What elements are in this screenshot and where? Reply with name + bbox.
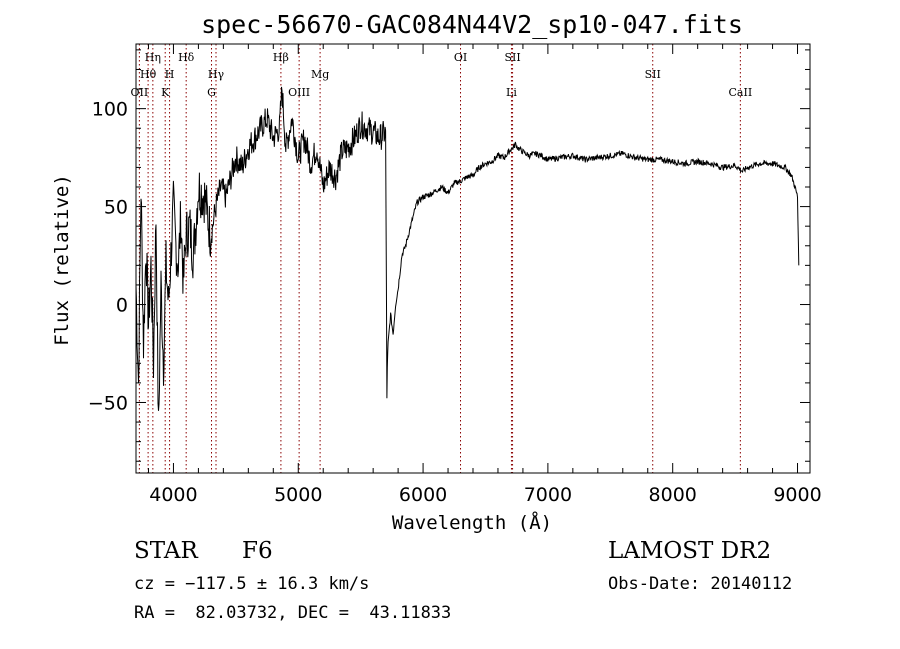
- x-tick-label: 7000: [524, 484, 572, 506]
- x-tick-label: 5000: [274, 484, 322, 506]
- x-tick-label: 9000: [773, 484, 821, 506]
- y-tick-label: −50: [88, 392, 128, 414]
- line-label: G: [207, 86, 216, 99]
- line-label: K: [161, 86, 170, 99]
- axis-ticks: 4000 5000 6000 7000 8000 9000 −50 0 50 100: [88, 44, 822, 506]
- line-label: Hθ: [140, 68, 157, 81]
- line-label: SII: [504, 51, 520, 64]
- y-tick-label: 50: [104, 197, 128, 219]
- object-class: STAR: [134, 538, 198, 564]
- observation-date: Obs-Date: 20140112: [608, 574, 793, 594]
- y-tick-label: 0: [116, 295, 128, 317]
- line-label: Hγ: [208, 68, 225, 81]
- line-label: OII: [131, 86, 149, 99]
- object-subclass: F6: [242, 538, 273, 564]
- line-label: CaII: [729, 86, 753, 99]
- redshift-velocity: cz = −117.5 ± 16.3 km/s: [134, 574, 370, 594]
- y-axis-label: Flux (relative): [51, 174, 73, 346]
- chart-title: spec-56670-GAC084N44V2_sp10-047.fits: [201, 10, 743, 39]
- line-label: Li: [506, 86, 517, 99]
- line-label: Mg: [311, 68, 329, 81]
- line-label: SII: [645, 68, 661, 81]
- x-axis-label: Wavelength (Å): [392, 511, 552, 534]
- y-tick-label: 100: [92, 99, 128, 121]
- survey-name: LAMOST DR2: [608, 538, 772, 564]
- line-label: OI: [454, 51, 467, 64]
- spectrum-line-0: [135, 86, 800, 411]
- x-tick-label: 6000: [399, 484, 447, 506]
- line-label: OIII: [288, 86, 310, 99]
- line-label: H: [165, 68, 175, 81]
- x-tick-label: 8000: [649, 484, 697, 506]
- line-label: Hβ: [273, 51, 289, 64]
- line-label: Hη: [145, 51, 161, 64]
- plot-area-frame: [135, 43, 811, 474]
- spectrum-series: [135, 86, 800, 411]
- line-label: Hδ: [178, 51, 195, 64]
- x-tick-label: 4000: [149, 484, 197, 506]
- ra-dec-coordinates: RA = 82.03732, DEC = 43.11833: [134, 603, 452, 623]
